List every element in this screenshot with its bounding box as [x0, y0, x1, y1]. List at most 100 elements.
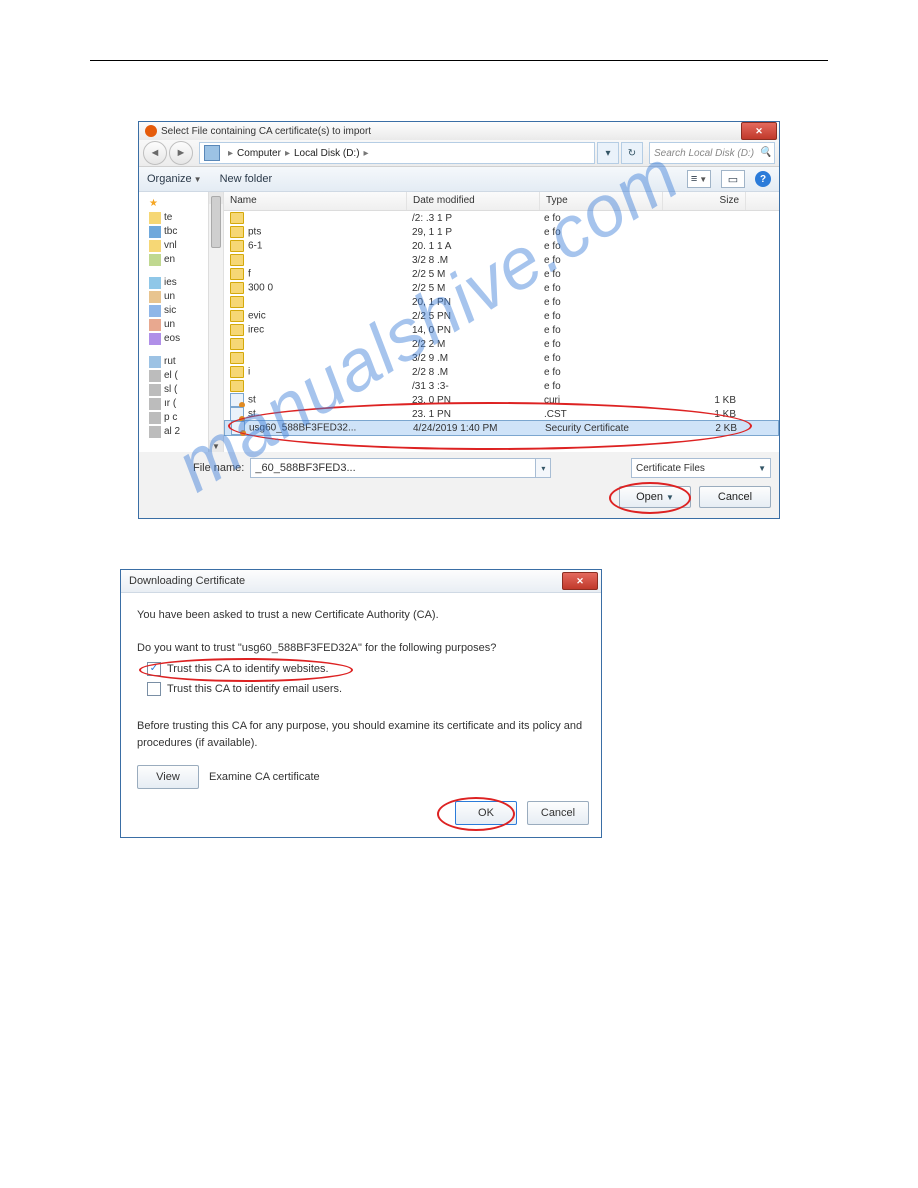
open-button[interactable]: Open▼	[619, 486, 691, 508]
help-button[interactable]: ?	[755, 171, 771, 187]
folder-icon	[230, 352, 244, 364]
nav-scrollbar[interactable]: ▲ ▼	[208, 192, 223, 452]
scroll-thumb[interactable]	[211, 196, 221, 248]
file-type: e fo	[538, 241, 660, 252]
file-type: e fo	[538, 367, 660, 378]
file-date: 23. 1 PN	[406, 409, 538, 420]
close-button[interactable]: ✕	[562, 572, 598, 590]
col-size[interactable]: Size	[663, 192, 746, 210]
search-icon: 🔍	[759, 147, 771, 159]
filename-input[interactable]: _60_588BF3FED3...	[250, 458, 536, 478]
folder-icon	[230, 296, 244, 308]
drive-icon	[149, 398, 161, 410]
col-type[interactable]: Type	[540, 192, 663, 210]
breadcrumb-drop[interactable]: ▾	[597, 142, 619, 164]
file-row[interactable]: /31 3 :3-e fo	[224, 379, 779, 393]
nav-item[interactable]: te	[164, 212, 172, 223]
file-row[interactable]: evic2/2 5 PNe fo	[224, 309, 779, 323]
file-row[interactable]: usg60_588BF3FED32...4/24/2019 1:40 PMSec…	[224, 420, 779, 436]
trust-email-checkbox[interactable]	[147, 682, 161, 696]
folder-icon	[230, 268, 244, 280]
folder-icon	[149, 240, 161, 252]
filename-value: _60_588BF3FED3...	[255, 462, 355, 474]
file-type: e fo	[538, 227, 660, 238]
file-row[interactable]: f2/2 5 Me fo	[224, 267, 779, 281]
ok-button[interactable]: OK	[455, 801, 517, 825]
nav-item[interactable]: p c	[164, 412, 177, 423]
file-row[interactable]: 20, 1 PNe fo	[224, 295, 779, 309]
file-type-filter[interactable]: Certificate Files ▼	[631, 458, 771, 478]
file-row[interactable]: st23. 1 PN.CST1 KB	[224, 407, 779, 421]
file-row[interactable]: 6-120. 1 1 Ae fo	[224, 239, 779, 253]
nav-pane: ★ te tbc vnl en ies un sic un eos rut el…	[139, 192, 224, 452]
breadcrumb-l1[interactable]: Computer	[237, 148, 281, 159]
file-date: 2/2 5 M	[406, 283, 538, 294]
view-mode-button[interactable]: ≡▼	[687, 170, 711, 188]
forward-button[interactable]: ►	[169, 141, 193, 165]
file-type: e fo	[538, 213, 660, 224]
downloading-certificate-dialog: Downloading Certificate ✕ You have been …	[120, 569, 602, 838]
nav-item[interactable]: vnl	[164, 240, 177, 251]
preview-pane-button[interactable]: ▭	[721, 170, 745, 188]
nav-item[interactable]: ır (	[164, 398, 176, 409]
breadcrumb-l2[interactable]: Local Disk (D:)	[294, 148, 360, 159]
view-button[interactable]: View	[137, 765, 199, 789]
nav-item[interactable]: el (	[164, 370, 178, 381]
nav-item[interactable]: eos	[164, 333, 180, 344]
cancel-button[interactable]: Cancel	[699, 486, 771, 508]
desktop-icon	[149, 226, 161, 238]
documents-icon	[149, 291, 161, 303]
examine-paragraph: Before trusting this CA for any purpose,…	[137, 718, 585, 751]
nav-item[interactable]: sic	[164, 305, 176, 316]
trust-email-label: Trust this CA to identify email users.	[167, 681, 342, 698]
trust-websites-row[interactable]: ✓ Trust this CA to identify websites.	[147, 661, 585, 678]
music-icon	[149, 305, 161, 317]
file-type: e fo	[538, 283, 660, 294]
search-input[interactable]: Search Local Disk (D:) 🔍	[649, 142, 775, 164]
trust-websites-checkbox[interactable]: ✓	[147, 662, 161, 676]
nav-item[interactable]: ies	[164, 277, 177, 288]
back-button[interactable]: ◄	[143, 141, 167, 165]
file-row[interactable]: /2: .3 1 Pe fo	[224, 211, 779, 225]
col-name[interactable]: Name	[224, 192, 407, 210]
file-row[interactable]: 2/2 2 Me fo	[224, 337, 779, 351]
file-row[interactable]: st23. 0 PNcuri1 KB	[224, 393, 779, 407]
file-name: usg60_588BF3FED32...	[249, 423, 356, 434]
file-date: 3/2 8 .M	[406, 255, 538, 266]
organize-menu[interactable]: Organize ▼	[147, 173, 202, 185]
file-row[interactable]: 3/2 8 .Me fo	[224, 253, 779, 267]
folder-icon	[230, 366, 244, 378]
filename-dropdown[interactable]: ▾	[536, 458, 551, 478]
file-row[interactable]: irec14, 0 PNe fo	[224, 323, 779, 337]
recent-icon	[149, 254, 161, 266]
new-folder-button[interactable]: New folder	[220, 173, 273, 185]
file-date: 3/2 9 .M	[406, 353, 538, 364]
file-row[interactable]: i2/2 8 .Me fo	[224, 365, 779, 379]
folder-icon	[230, 212, 244, 224]
close-button[interactable]: ✕	[741, 122, 777, 140]
file-row[interactable]: 300 02/2 5 Me fo	[224, 281, 779, 295]
trust-email-row[interactable]: Trust this CA to identify email users.	[147, 681, 585, 698]
scroll-down-icon[interactable]: ▼	[209, 440, 223, 452]
nav-item[interactable]: un	[164, 291, 175, 302]
organize-label: Organize	[147, 173, 192, 185]
file-date: 29, 1 1 P	[406, 227, 538, 238]
cancel-button[interactable]: Cancel	[527, 801, 589, 825]
refresh-button[interactable]: ↻	[621, 142, 643, 164]
nav-item[interactable]: un	[164, 319, 175, 330]
nav-item[interactable]: al 2	[164, 426, 180, 437]
nav-item[interactable]: rut	[164, 356, 176, 367]
file-row[interactable]: 3/2 9 .Me fo	[224, 351, 779, 365]
file-type: Security Certificate	[539, 423, 661, 434]
file-list-header: Name Date modified Type Size	[224, 192, 779, 211]
filename-label: File name:	[193, 462, 244, 474]
dialog-title: Select File containing CA certificate(s)…	[161, 126, 371, 137]
nav-item[interactable]: sl (	[164, 384, 177, 395]
toolbar: Organize ▼ New folder ≡▼ ▭ ?	[139, 167, 779, 192]
breadcrumb[interactable]: ▸ Computer ▸ Local Disk (D:) ▸	[199, 142, 595, 164]
file-type: e fo	[538, 297, 660, 308]
col-date[interactable]: Date modified	[407, 192, 540, 210]
nav-item[interactable]: tbc	[164, 226, 177, 237]
file-row[interactable]: pts29, 1 1 Pe fo	[224, 225, 779, 239]
nav-item[interactable]: en	[164, 254, 175, 265]
